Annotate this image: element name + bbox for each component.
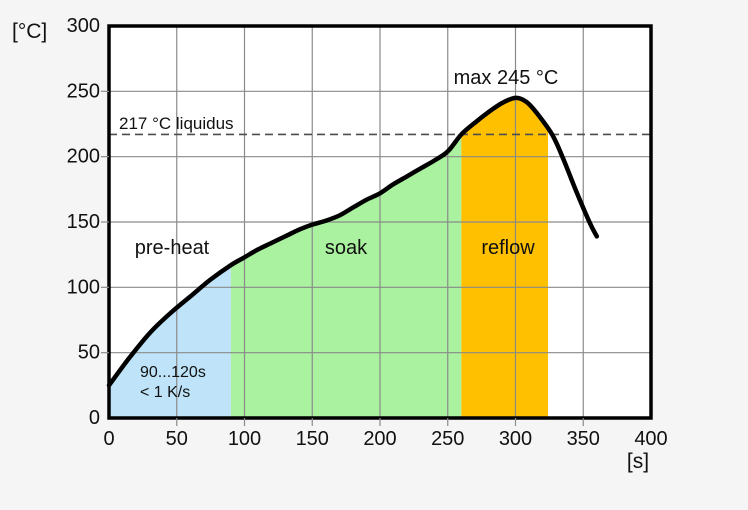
y-tick-label: 250	[67, 80, 100, 102]
region-label-preheat: pre-heat	[135, 237, 210, 259]
y-tick-label: 300	[67, 15, 100, 37]
y-tick-label: 150	[67, 211, 100, 233]
x-axis-tick-labels: 0 50 100 150 200 250 300 350 400	[103, 428, 667, 450]
preheat-note-line2: < 1 K/s	[140, 384, 190, 401]
y-axis-unit-label: [°C]	[12, 20, 47, 43]
y-tick-label: 200	[67, 146, 100, 168]
x-axis-unit-label: [s]	[627, 450, 649, 473]
axis-ticks	[101, 90, 584, 426]
region-fill-pre-heat	[109, 265, 231, 418]
peak-temperature-label: max 245 °C	[454, 67, 559, 89]
x-tick-label: 400	[634, 428, 667, 450]
x-tick-label: 300	[499, 428, 532, 450]
phase-fill-areas	[109, 97, 548, 419]
region-label-soak: soak	[325, 237, 368, 259]
y-tick-label: 100	[67, 276, 100, 298]
x-tick-label: 0	[103, 428, 114, 450]
temperature-curve	[106, 95, 600, 388]
x-tick-label: 200	[363, 428, 396, 450]
x-tick-label: 150	[296, 428, 329, 450]
y-tick-label: 0	[89, 407, 100, 429]
region-fill-soak	[230, 134, 462, 418]
x-tick-label: 50	[166, 428, 188, 450]
y-axis-tick-labels: 0 50 100 150 200 250 300	[67, 15, 100, 429]
y-tick-label: 50	[78, 342, 100, 364]
x-tick-label: 100	[228, 428, 261, 450]
x-tick-label: 250	[431, 428, 464, 450]
region-fill-reflow	[461, 97, 548, 419]
preheat-note-line1: 90...120s	[140, 364, 206, 381]
region-label-reflow: reflow	[481, 237, 535, 259]
liquidus-label: 217 °C liquidus	[119, 114, 234, 133]
x-tick-label: 350	[567, 428, 600, 450]
